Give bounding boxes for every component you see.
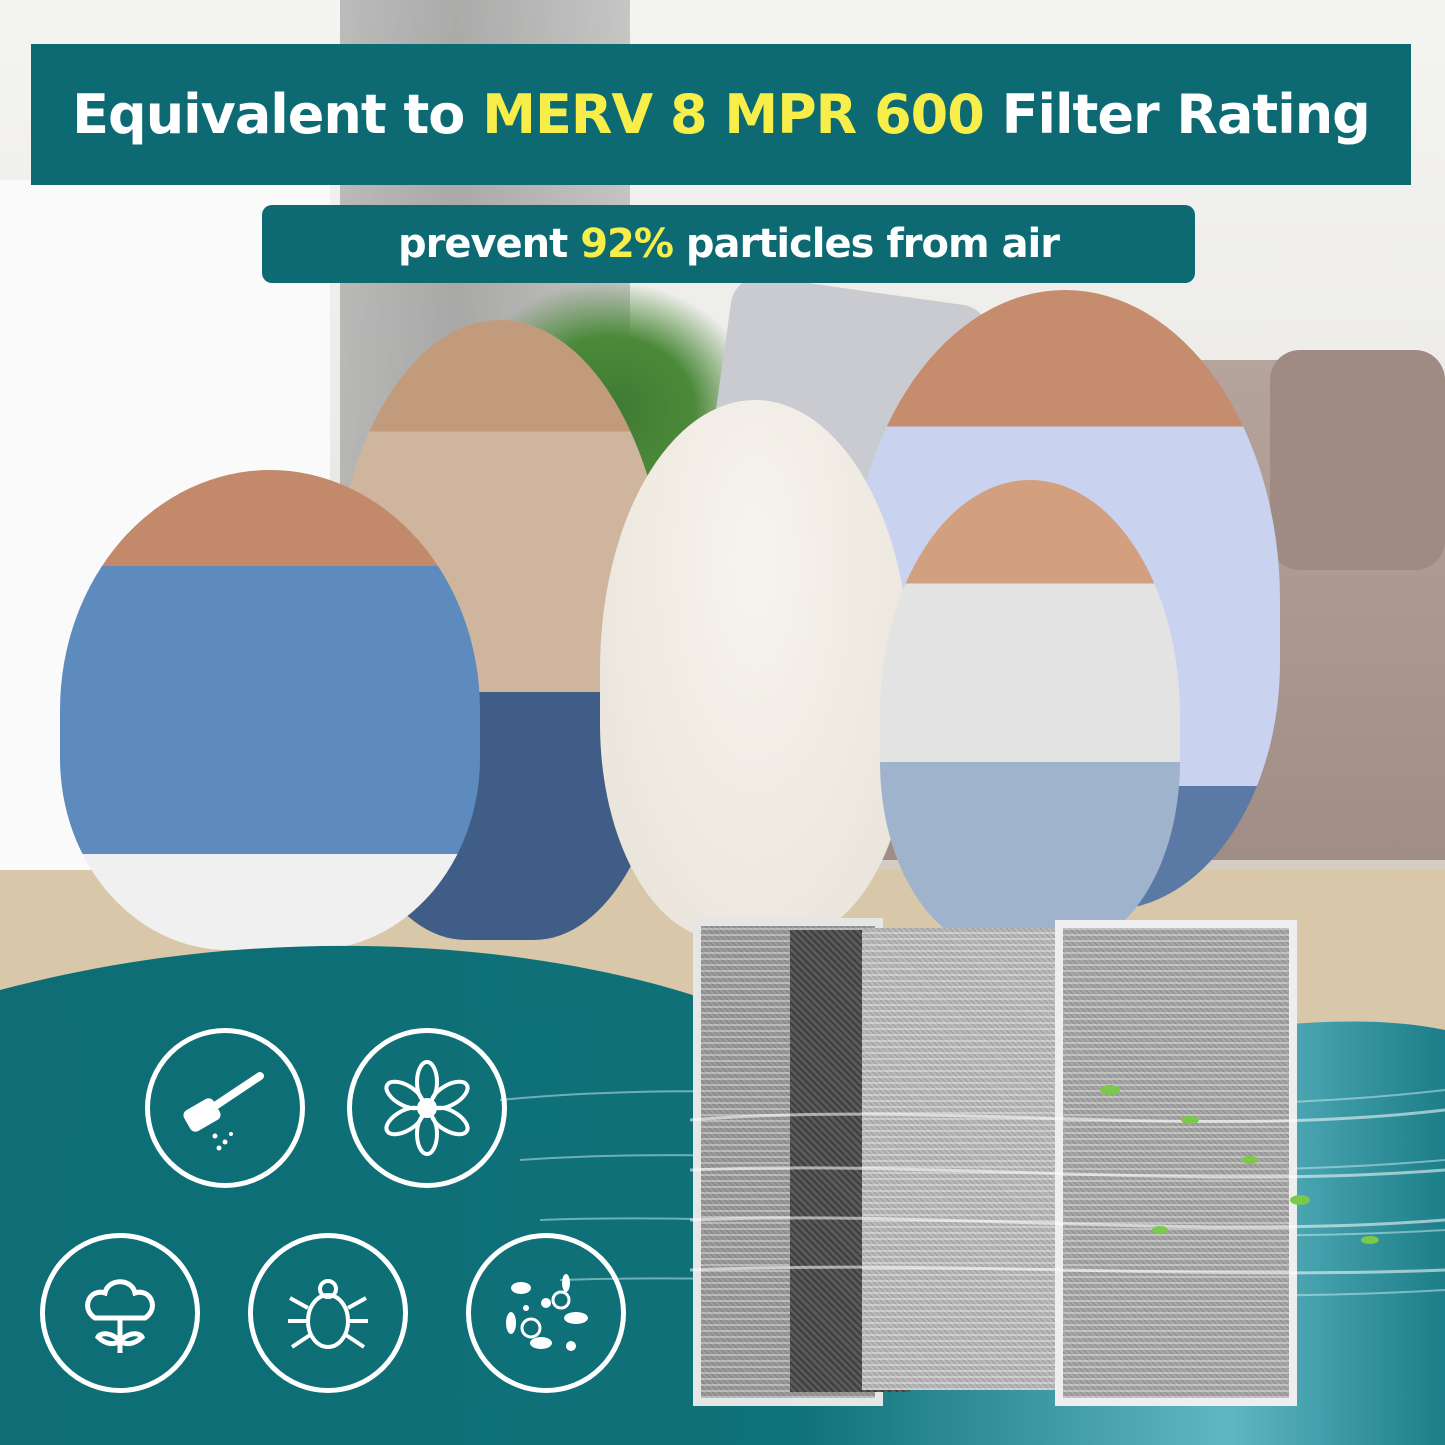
subheadline: prevent 92% particles from air (397, 221, 1060, 267)
headline-banner: Equivalent to MERV 8 MPR 600 Filter Rati… (31, 44, 1411, 185)
cotton-lint-icon (40, 1233, 200, 1393)
subheadline-highlight: 92% (580, 221, 674, 267)
filter-layer-mesh (862, 928, 1062, 1390)
headline-prefix: Equivalent to (72, 83, 483, 146)
cushion (1270, 350, 1445, 570)
airflow-streaks (690, 1085, 1445, 1275)
boy (880, 480, 1180, 950)
girl (60, 470, 480, 950)
bacteria-icon (466, 1233, 626, 1393)
headline-suffix: Filter Rating (983, 83, 1371, 146)
headline: Equivalent to MERV 8 MPR 600 Filter Rati… (72, 83, 1371, 146)
subheadline-suffix: particles from air (672, 221, 1060, 267)
subheadline-banner: prevent 92% particles from air (262, 205, 1195, 283)
headline-highlight: MERV 8 MPR 600 (482, 83, 985, 146)
subheadline-prefix: prevent (397, 221, 581, 267)
dust-icon (145, 1028, 305, 1188)
pollen-flower-icon (347, 1028, 507, 1188)
dust-mite-icon (248, 1233, 408, 1393)
dog (600, 400, 910, 940)
